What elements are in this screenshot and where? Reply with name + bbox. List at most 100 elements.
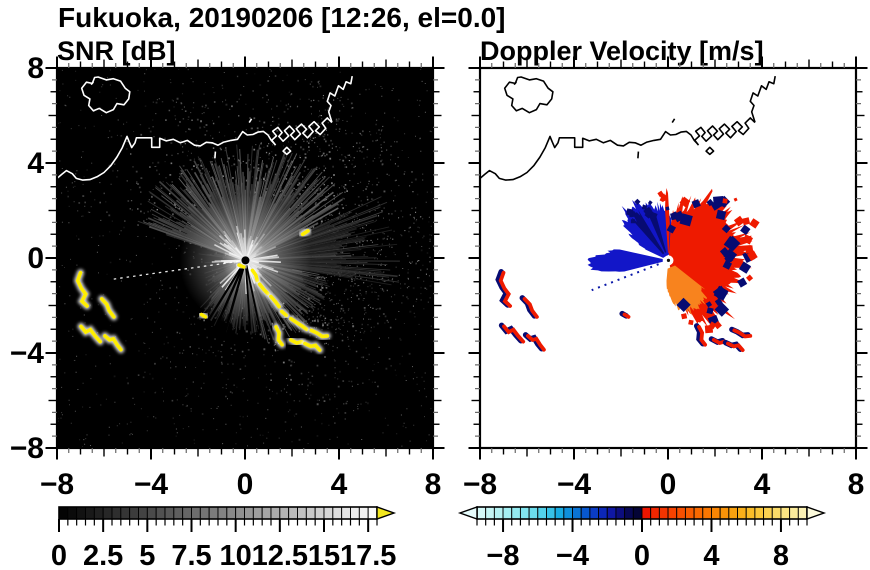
velocity-speckle — [676, 297, 691, 312]
velocity-speckle — [737, 277, 748, 288]
coastline — [480, 130, 699, 181]
snr-colorbar-label: 10 — [220, 540, 252, 570]
coastline — [671, 118, 676, 124]
snr-overflow-arrow — [376, 506, 397, 520]
x-tick-label: 0 — [237, 468, 254, 501]
velocity-track-red — [522, 297, 539, 319]
velocity-speckle — [715, 209, 727, 221]
coastline — [271, 117, 333, 146]
velocity-navy-streak — [631, 209, 665, 255]
velocity-speckle — [722, 198, 728, 204]
coastline — [90, 81, 95, 86]
snr-colorbar-label: 17.5 — [340, 540, 396, 570]
velocity-speckle — [749, 218, 760, 229]
velocity-dotted-ray — [591, 263, 659, 292]
snr-blocked-ray — [222, 264, 246, 339]
velocity-speckle — [724, 254, 734, 264]
snr-colorbar-label: 7.5 — [171, 540, 211, 570]
velocity-track-red — [732, 328, 753, 339]
velocity-speckle — [647, 200, 653, 205]
snr-blocked-ray — [244, 265, 252, 332]
velocity-speckle — [657, 190, 664, 198]
snr-blocked-ray — [245, 264, 262, 331]
velocity-speckle — [712, 285, 728, 301]
snr-colorbar-label: 5 — [139, 540, 155, 570]
snr-high-streak — [199, 312, 208, 319]
snr-high-streak — [79, 324, 102, 344]
velocity-speckle — [744, 245, 754, 254]
coastline — [694, 117, 756, 146]
snr-blocked-ray — [211, 264, 245, 335]
coastline — [503, 76, 554, 114]
snr-high-streak — [279, 309, 289, 318]
velocity-speckle — [643, 206, 654, 217]
velocity-speckle — [746, 274, 754, 282]
y-tick-label: 0 — [27, 242, 44, 275]
velocity-speckle — [681, 313, 688, 320]
velocity-overflow-arrow — [806, 506, 827, 520]
velocity-speckle — [733, 215, 745, 227]
snr-high-streak — [274, 325, 284, 347]
velocity-underflow-arrow — [457, 506, 478, 520]
velocity-north-spike — [665, 188, 670, 254]
snr-high-streak — [309, 328, 330, 339]
coastline — [705, 146, 715, 156]
coastline — [326, 75, 353, 123]
velocity-speckle — [721, 224, 731, 234]
velocity-speckle — [659, 196, 665, 203]
velocity-speckle — [679, 196, 691, 208]
coastline — [80, 76, 131, 114]
coastline — [637, 151, 640, 159]
x-tick-label: 4 — [331, 468, 348, 501]
coastline — [248, 118, 253, 124]
snr-colorbar: 0 2.5 5 7.5 10 12.5 15 17.5 — [51, 506, 397, 570]
coastline — [513, 81, 518, 86]
velocity-track-red — [526, 334, 546, 352]
x-tick-label: 8 — [425, 468, 442, 501]
snr-colorbar-label: 2.5 — [83, 540, 123, 570]
coastline — [57, 130, 276, 181]
x-tick-label: 4 — [754, 468, 771, 501]
velocity-track-red — [622, 312, 631, 319]
velocity-track-red — [502, 324, 526, 344]
velocity-speckle — [634, 198, 641, 205]
snr-colorbar-label: 0 — [51, 540, 67, 570]
velocity-speckle — [649, 211, 658, 220]
velocity-speckle — [666, 224, 676, 234]
panel-ticks — [468, 56, 868, 460]
x-tick-label: −8 — [463, 468, 497, 501]
velocity-speckle — [688, 319, 694, 326]
velocity-colorbar: −8 −4 0 4 8 — [457, 506, 827, 570]
snr-panel-title: SNR [dB] — [57, 36, 175, 66]
velocity-speckle — [742, 217, 751, 226]
x-tick-label: −4 — [557, 468, 592, 501]
velocity-speckle — [713, 321, 722, 330]
snr-high-streak — [303, 341, 322, 352]
velocity-speckle — [665, 206, 670, 211]
radar-site-marker — [240, 255, 251, 266]
velocity-speckle — [705, 301, 713, 308]
snr-high-streak — [289, 338, 304, 345]
figure-title: Fukuoka, 20190206 [12:26, el=0.0] — [58, 2, 506, 33]
velocity-speckle — [714, 302, 730, 317]
velocity-speckle — [733, 197, 738, 202]
velocity-speckle — [743, 234, 753, 245]
velocity-colorbar-label: 4 — [703, 540, 719, 570]
snr-speckle — [59, 68, 433, 448]
velocity-panel-title: Doppler Velocity [m/s] — [480, 36, 764, 66]
y-tick-label: 8 — [27, 52, 44, 85]
coastline — [749, 75, 776, 123]
velocity-speckle — [740, 224, 751, 236]
y-tick-label: −4 — [10, 337, 45, 370]
velocity-speckle — [719, 247, 730, 257]
velocity-speckle — [708, 321, 717, 330]
velocity-colorbar-label: 8 — [773, 540, 789, 570]
panel-ticks — [45, 56, 445, 460]
snr-high-streak — [237, 263, 246, 269]
y-tick-label: −8 — [10, 432, 44, 465]
velocity-track-red — [726, 341, 745, 352]
x-tick-label: −4 — [134, 468, 169, 501]
x-tick-label: 8 — [848, 468, 865, 501]
velocity-negative-west-wedge — [587, 249, 663, 272]
